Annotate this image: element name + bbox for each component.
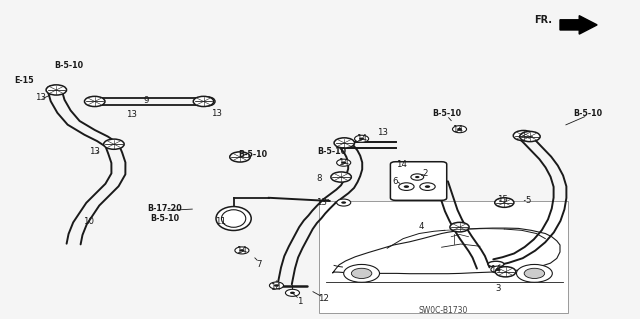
Text: 14: 14 — [269, 283, 281, 292]
Text: FR.: FR. — [534, 15, 552, 25]
Circle shape — [285, 289, 300, 296]
Text: 13: 13 — [211, 109, 222, 118]
Circle shape — [415, 176, 420, 178]
Circle shape — [337, 159, 351, 166]
Ellipse shape — [86, 97, 100, 106]
Text: 5: 5 — [525, 197, 531, 205]
Text: SW0C-B1730: SW0C-B1730 — [418, 306, 468, 315]
Circle shape — [104, 139, 124, 149]
Text: 13: 13 — [316, 198, 328, 207]
FancyBboxPatch shape — [390, 162, 447, 200]
Circle shape — [513, 130, 534, 141]
Circle shape — [524, 268, 545, 278]
Circle shape — [420, 183, 435, 190]
Text: 2: 2 — [423, 169, 428, 178]
Circle shape — [84, 96, 105, 107]
Text: B-17-20: B-17-20 — [148, 204, 182, 213]
Text: 14: 14 — [490, 265, 502, 274]
Text: B-5-10: B-5-10 — [238, 150, 268, 159]
Circle shape — [331, 172, 351, 182]
Circle shape — [425, 185, 430, 188]
Circle shape — [450, 222, 469, 232]
Ellipse shape — [47, 86, 62, 92]
Circle shape — [399, 183, 414, 190]
Text: E-15: E-15 — [15, 76, 34, 85]
Circle shape — [341, 201, 346, 204]
Text: B-5-10: B-5-10 — [573, 109, 602, 118]
FancyArrow shape — [560, 16, 597, 34]
Ellipse shape — [201, 97, 215, 106]
Text: 14: 14 — [452, 125, 463, 134]
Circle shape — [351, 268, 372, 278]
Text: 13: 13 — [377, 128, 388, 137]
Text: B-5-10: B-5-10 — [432, 109, 461, 118]
Circle shape — [341, 161, 346, 164]
Circle shape — [457, 128, 462, 130]
Text: 3: 3 — [495, 284, 500, 293]
Circle shape — [355, 135, 369, 142]
Text: 13: 13 — [125, 110, 137, 119]
Ellipse shape — [221, 210, 246, 227]
Text: 14: 14 — [396, 160, 408, 169]
Text: 14: 14 — [338, 158, 349, 167]
Text: 13: 13 — [89, 147, 100, 156]
Circle shape — [359, 137, 364, 140]
Text: 6: 6 — [393, 177, 398, 186]
Circle shape — [495, 268, 500, 271]
Circle shape — [269, 282, 284, 289]
Bar — [319, 201, 568, 313]
Circle shape — [495, 267, 516, 277]
Text: 12: 12 — [317, 294, 329, 303]
Text: 15: 15 — [497, 195, 508, 204]
Circle shape — [235, 247, 249, 254]
Text: B-5-10: B-5-10 — [317, 147, 346, 156]
Circle shape — [337, 199, 351, 206]
Text: 7: 7 — [257, 260, 262, 269]
Circle shape — [344, 264, 380, 282]
Circle shape — [290, 292, 295, 294]
Circle shape — [193, 96, 214, 107]
Circle shape — [411, 174, 424, 180]
Circle shape — [239, 249, 244, 252]
Text: 13: 13 — [35, 93, 46, 102]
Text: 11: 11 — [215, 217, 227, 226]
Circle shape — [47, 85, 62, 93]
Circle shape — [516, 264, 552, 282]
Circle shape — [230, 152, 250, 162]
Text: 14: 14 — [356, 134, 367, 143]
Ellipse shape — [216, 207, 251, 230]
Text: 14: 14 — [236, 246, 248, 255]
Text: B-5-10: B-5-10 — [54, 61, 84, 70]
Circle shape — [491, 266, 505, 273]
Circle shape — [334, 138, 355, 148]
Text: 9: 9 — [143, 96, 148, 105]
Circle shape — [452, 126, 467, 133]
Circle shape — [274, 284, 279, 287]
Text: 1: 1 — [297, 297, 302, 306]
Circle shape — [404, 185, 409, 188]
Text: 8: 8 — [316, 174, 321, 183]
Ellipse shape — [488, 261, 504, 267]
Text: 4: 4 — [419, 222, 424, 231]
Circle shape — [520, 131, 540, 142]
Text: 10: 10 — [83, 217, 94, 226]
Text: B-5-10: B-5-10 — [150, 214, 180, 223]
Circle shape — [495, 198, 514, 207]
Circle shape — [46, 85, 67, 95]
